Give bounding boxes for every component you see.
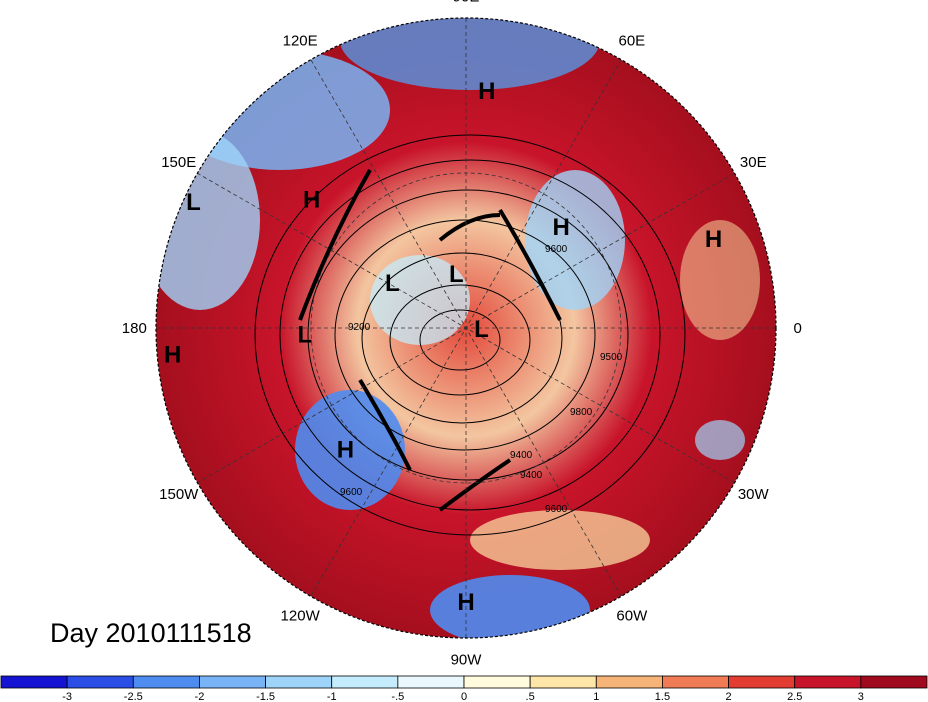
pressure-system-labels: H H H H L H L L L L H H: [164, 78, 722, 616]
longitude-label: 180: [122, 320, 147, 337]
high-pressure-label: H: [337, 437, 354, 464]
longitude-label: 30E: [740, 154, 767, 171]
longitude-label: 0: [794, 320, 802, 337]
contour-value-label: 9400: [520, 470, 543, 481]
colorbar-label: -1.5: [256, 691, 275, 702]
day-title: Day 2010111518: [50, 618, 252, 648]
colorbar-label: 0: [461, 691, 467, 702]
contour-value-label: 9800: [570, 407, 593, 418]
high-pressure-label: H: [303, 186, 320, 213]
longitude-label: 120W: [281, 607, 321, 624]
colorbar-box: [794, 675, 862, 689]
longitude-label: 90W: [451, 652, 483, 669]
colorbar-label: 3: [858, 691, 864, 702]
colorbar-box: [132, 675, 200, 689]
colorbar-label: .5: [526, 691, 535, 702]
colorbar-box: [595, 675, 663, 689]
graticule: [156, 18, 776, 638]
colorbar-box: [265, 675, 333, 689]
high-pressure-label: H: [552, 214, 569, 241]
longitude-label: 60W: [616, 607, 648, 624]
low-pressure-label: L: [449, 261, 464, 288]
polar-map: 9200 9400 9500 9600 9800 9600 9400 9600 90E 60E 3…: [122, 0, 802, 669]
colorbar-box: [331, 675, 399, 689]
high-pressure-label: H: [478, 78, 495, 105]
longitude-label: 120E: [283, 33, 318, 50]
contour-labels: 9200 9400 9500 9600 9800 9600 9400 9600: [340, 244, 623, 515]
colorbar-labels: -3 -2.5 -2 -1.5 -1 -.5 0 .5 1 1.5 2 2.5 3: [62, 691, 864, 702]
contour-value-label: 9400: [510, 450, 533, 461]
height-contours: [254, 134, 686, 536]
longitude-labels: 90E 60E 30E 0 30W 60W 90W 120W 150W 180 150E 120E: [122, 0, 802, 669]
cold-anomaly-nw: [170, 50, 390, 170]
neutral-patch-east: [680, 220, 760, 340]
longitude-label: 150W: [159, 486, 199, 503]
high-pressure-label: H: [457, 589, 474, 616]
neutral-patch-south: [470, 510, 650, 570]
colorbar-label: 1: [593, 691, 599, 702]
cold-anomaly-west: [156, 130, 260, 310]
map-boundary: [155, 17, 777, 639]
cold-anomaly-north: [340, 18, 600, 90]
colorbar-label: -.5: [391, 691, 404, 702]
longitude-label: 60E: [618, 33, 645, 50]
cold-anomaly-center: [370, 255, 470, 345]
colorbar-boxes: [0, 675, 928, 689]
cold-anomaly-atlantic: [695, 420, 745, 460]
high-pressure-label: H: [705, 226, 722, 253]
colorbar-box: [397, 675, 465, 689]
colorbar-label: 2.5: [787, 691, 802, 702]
colorbar-box: [463, 675, 531, 689]
longitude-label: 150E: [161, 154, 196, 171]
anomaly-field: [156, 18, 776, 638]
high-pressure-label: H: [164, 342, 181, 369]
colorbar-label: 2: [726, 691, 732, 702]
contour-value-label: 9600: [545, 244, 568, 255]
low-pressure-label: L: [385, 270, 400, 297]
colorbar-label: -2: [195, 691, 205, 702]
colorbar-label: 1.5: [655, 691, 670, 702]
longitude-label: 90E: [453, 0, 480, 5]
colorbar-label: -3: [62, 691, 72, 702]
colorbar-label: -1: [327, 691, 337, 702]
contour-value-label: 9200: [348, 322, 371, 333]
cold-anomaly-east: [525, 170, 625, 310]
longitude-label: 30W: [738, 486, 770, 503]
colorbar-box: [529, 675, 597, 689]
colorbar-label: -2.5: [124, 691, 143, 702]
colorbar: -3 -2.5 -2 -1.5 -1 -.5 0 .5 1 1.5 2 2.5 3: [0, 675, 928, 702]
low-pressure-label: L: [474, 316, 489, 343]
contour-value-label: 9500: [600, 352, 623, 363]
low-pressure-label: L: [186, 189, 201, 216]
colorbar-box: [0, 675, 68, 689]
colorbar-box: [860, 675, 928, 689]
colorbar-box: [662, 675, 729, 689]
colorbar-box: [66, 675, 134, 689]
colorbar-box: [199, 675, 266, 689]
low-pressure-label: L: [298, 322, 313, 349]
contour-value-label: 9600: [545, 504, 568, 515]
contour-value-label: 9600: [340, 487, 363, 498]
colorbar-box: [728, 675, 796, 689]
